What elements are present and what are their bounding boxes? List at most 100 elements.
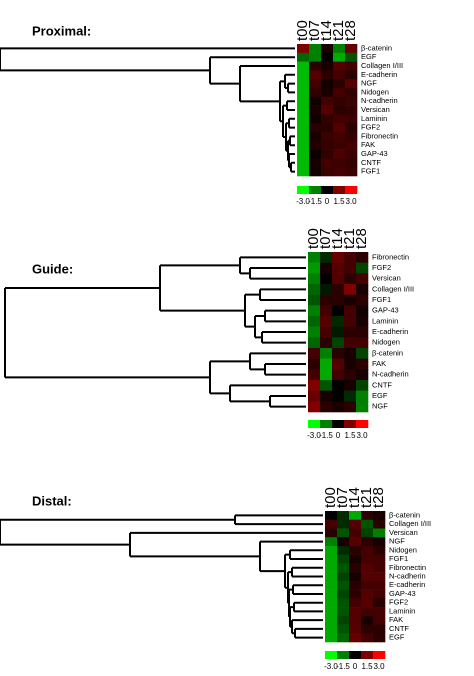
heatmap-cell	[337, 633, 350, 643]
heatmap-cell	[321, 158, 334, 168]
heatmap-cell	[321, 149, 334, 159]
heatmap-cell	[321, 105, 334, 115]
heatmap-cell	[297, 79, 310, 89]
row-label: CNTF	[372, 380, 392, 389]
heatmap-cell	[308, 348, 321, 359]
heatmap-cell	[308, 390, 321, 402]
colorbar-label: 1.5	[361, 662, 373, 671]
heatmap-cell	[344, 390, 357, 402]
heatmap-cell	[309, 44, 322, 54]
heatmap-cell	[297, 114, 310, 124]
row-label: FAK	[389, 615, 403, 624]
heatmap-cell	[349, 554, 362, 564]
heatmap-cell	[361, 624, 374, 634]
colorbar-label: 0	[353, 662, 358, 671]
colorbar-label: -3.0	[307, 431, 321, 440]
heatmap-cell	[361, 545, 374, 555]
heatmap-cell	[308, 326, 321, 338]
heatmap-cell	[345, 79, 358, 89]
heatmap-cell	[361, 633, 374, 643]
heatmap-cell	[345, 140, 358, 150]
colorbar-swatch	[325, 651, 338, 659]
heatmap-cell	[373, 624, 386, 634]
heatmap-cell	[320, 305, 333, 317]
row-label: N-cadherin	[361, 96, 398, 105]
heatmap-cell	[361, 537, 374, 547]
heatmap-cell	[320, 401, 333, 413]
heatmap-cell	[344, 326, 357, 338]
heatmap-cell	[356, 316, 369, 327]
heatmap-cell	[356, 348, 369, 359]
heatmap-cell	[308, 337, 321, 349]
row-label: Versican	[372, 274, 401, 283]
row-label: N-cadherin	[372, 370, 409, 379]
heatmap-cell	[361, 511, 374, 521]
row-label: Laminin	[389, 606, 415, 615]
heatmap-cell	[345, 44, 358, 54]
heatmap-cell	[320, 390, 333, 402]
row-label: Fibronectin	[389, 563, 426, 572]
heatmap-cell	[309, 132, 322, 142]
heatmap-cell	[337, 519, 350, 529]
heatmap-cell	[320, 294, 333, 306]
heatmap-cell	[361, 528, 374, 538]
heatmap-cell	[337, 580, 350, 590]
row-label: NGF	[389, 537, 405, 546]
column-label: t21	[330, 20, 347, 41]
heatmap-cell	[309, 52, 322, 62]
heatmap-cell	[309, 114, 322, 124]
row-label: Nidogen	[389, 545, 417, 554]
column-label: t14	[318, 20, 335, 41]
heatmap-cell	[337, 607, 350, 617]
heatmap-cell	[373, 607, 386, 617]
heatmap-cell	[373, 554, 386, 564]
heatmap-cell	[332, 262, 345, 274]
heatmap-cell	[337, 572, 350, 582]
heatmap-cell	[337, 554, 350, 564]
heatmap-cell	[333, 52, 346, 62]
colorbar-swatch	[321, 186, 334, 194]
colorbar-label: 3.0	[356, 431, 368, 440]
row-label: Fibronectin	[361, 131, 398, 140]
heatmap-cell	[325, 537, 338, 547]
row-label: Collagen I/III	[389, 519, 431, 528]
heatmap-cell	[332, 380, 345, 391]
heatmap-cell	[356, 305, 369, 317]
heatmap-cell	[356, 284, 369, 295]
heatmap-cell	[332, 305, 345, 317]
heatmap-cell	[344, 358, 357, 370]
heatmap-cell	[349, 633, 362, 643]
heatmap-cell	[332, 401, 345, 413]
panel-title: Proximal:	[32, 23, 91, 38]
row-label: NGF	[361, 79, 377, 88]
row-label: E-cadherin	[389, 580, 425, 589]
panel-title: Guide:	[32, 261, 73, 276]
heatmap-cell	[373, 633, 386, 643]
heatmap-cell	[333, 88, 346, 98]
row-label: GAP-43	[372, 306, 399, 315]
heatmap-cell	[333, 140, 346, 150]
heatmap-cell	[333, 61, 346, 71]
heatmap-cell	[309, 70, 322, 80]
heatmap-cell	[321, 70, 334, 80]
heatmap-cell	[297, 123, 310, 133]
heatmap-cell	[325, 554, 338, 564]
heatmap-cell	[361, 589, 374, 599]
heatmap-cell	[356, 369, 369, 381]
heatmap-cell	[297, 132, 310, 142]
heatmap-cell	[349, 589, 362, 599]
heatmap-cell	[337, 545, 350, 555]
heatmap-cell	[332, 369, 345, 381]
colorbar-swatch	[349, 651, 362, 659]
heatmap-cell	[349, 615, 362, 625]
column-label: t14	[346, 487, 363, 508]
heatmap-cell	[361, 519, 374, 529]
row-label: Versican	[389, 528, 418, 537]
column-label: t21	[341, 228, 358, 249]
heatmap-cell	[345, 167, 358, 177]
heatmap-cell	[308, 316, 321, 327]
heatmap-cell	[344, 316, 357, 327]
heatmap-cell	[373, 563, 386, 573]
heatmap-cell	[320, 273, 333, 285]
heatmap-cell	[349, 598, 362, 608]
